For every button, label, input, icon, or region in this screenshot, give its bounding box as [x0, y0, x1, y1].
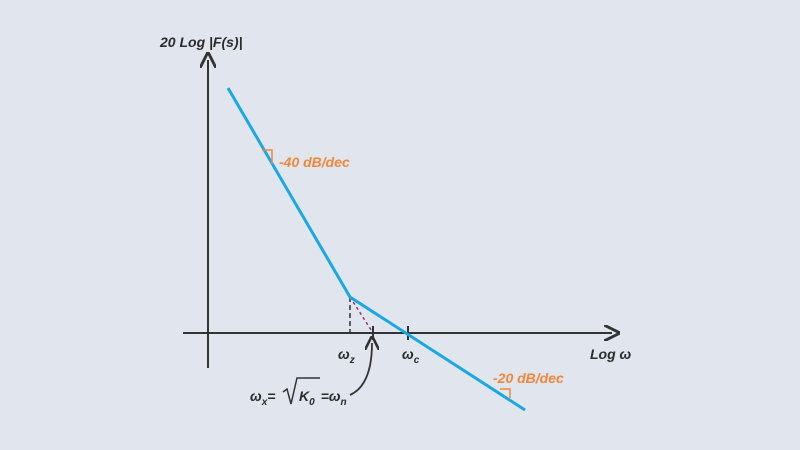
slope-marker	[262, 149, 273, 164]
slope-label: -20 dB/dec	[493, 370, 564, 386]
lhs-sub: x	[261, 397, 268, 408]
symbol: ω	[338, 346, 350, 362]
radicand-sub: 0	[309, 397, 315, 408]
rhs: =ω	[321, 388, 341, 404]
subscript: z	[349, 355, 355, 366]
lhs: ω	[250, 388, 262, 404]
radicand: K	[299, 388, 310, 404]
y-axis-label: 20 Log |F(s)|	[159, 34, 243, 50]
slope-label: -40 dB/dec	[279, 154, 350, 170]
asymptote-line	[226, 87, 526, 412]
sqrt-sign	[282, 377, 320, 405]
rhs-sub: n	[341, 397, 347, 408]
symbol: ω	[402, 346, 414, 362]
x-axis-label: Log ω	[590, 346, 632, 362]
equals: =	[267, 388, 275, 404]
slope-marker	[500, 388, 511, 398]
omega-z: ωz	[338, 346, 355, 366]
arrow	[349, 343, 372, 396]
subscript: c	[414, 355, 420, 366]
annotation: ωx= K0 =ωn	[250, 388, 347, 408]
omega-c: ωc	[402, 346, 420, 366]
extrapolated-line	[349, 296, 374, 334]
